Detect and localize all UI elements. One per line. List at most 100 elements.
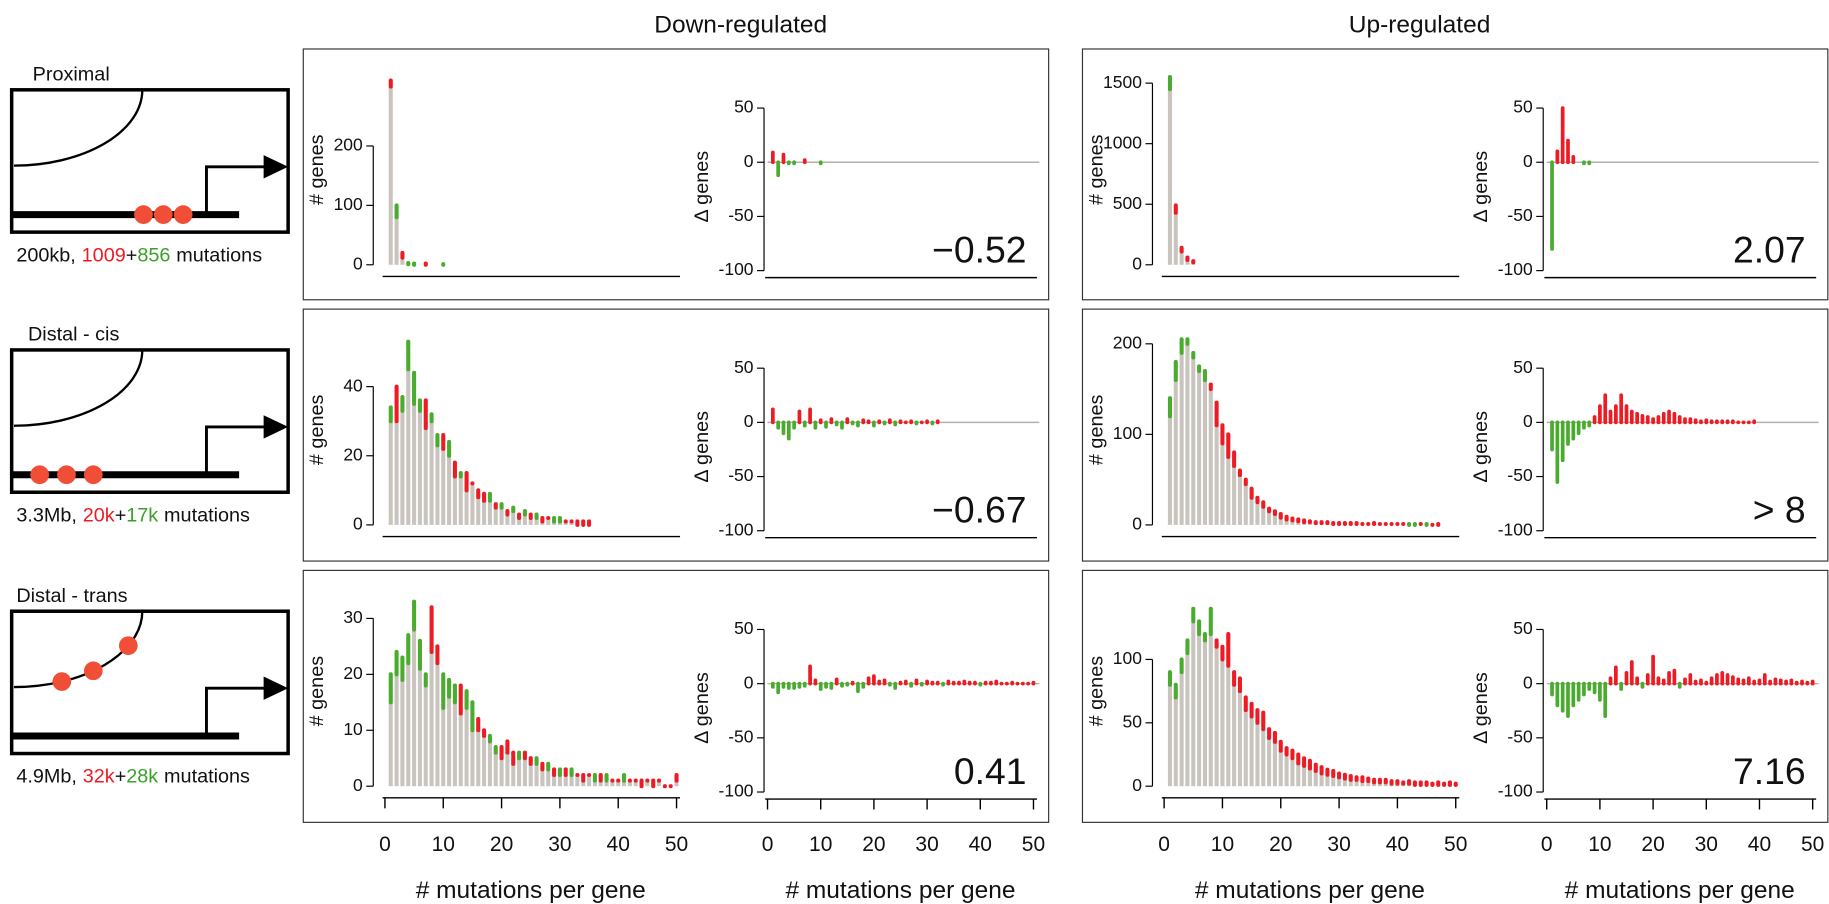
x-axis-label: # mutations per gene bbox=[1565, 877, 1795, 904]
y-tick-label: -50 bbox=[728, 205, 754, 225]
y-axis-label: Δ genes bbox=[691, 151, 713, 223]
bar-base bbox=[540, 769, 545, 787]
y-tick-label: 500 bbox=[1113, 193, 1142, 213]
bar-base bbox=[575, 775, 580, 787]
bar-base bbox=[1191, 357, 1196, 525]
bar-base bbox=[657, 780, 662, 787]
bar-base bbox=[1197, 634, 1202, 787]
caption-part: 28k bbox=[126, 766, 158, 788]
y-axis-label: # genes bbox=[1085, 656, 1107, 727]
y-tick-label: -50 bbox=[1507, 726, 1533, 746]
y-tick-label: 20 bbox=[343, 663, 363, 683]
bar-base bbox=[587, 775, 592, 787]
bar-base bbox=[476, 497, 481, 525]
y-tick-label: 0 bbox=[353, 775, 363, 795]
bar-base bbox=[1331, 776, 1336, 787]
bar-base bbox=[417, 668, 422, 787]
bar-base bbox=[452, 476, 457, 525]
mutation bbox=[118, 636, 138, 655]
bar-base bbox=[394, 421, 399, 525]
tss-arrowhead bbox=[263, 676, 289, 700]
x-tick-label: 10 bbox=[809, 833, 832, 856]
x-tick-label: 20 bbox=[862, 833, 885, 856]
x-tick-label: 0 bbox=[762, 833, 774, 856]
x-tick-label: 10 bbox=[432, 833, 455, 856]
bar-base bbox=[546, 517, 551, 525]
caption-part: + bbox=[115, 504, 127, 526]
caption-part: mutations bbox=[164, 504, 250, 526]
schematic-frame bbox=[9, 348, 290, 494]
bar-base bbox=[1226, 456, 1231, 525]
mutation bbox=[30, 465, 49, 485]
bar-base bbox=[441, 707, 446, 787]
bar-base bbox=[394, 674, 399, 787]
bar-base bbox=[1319, 773, 1324, 787]
bar-base bbox=[1366, 781, 1371, 787]
bar-base bbox=[400, 410, 405, 525]
bar-base bbox=[452, 702, 457, 787]
mutation bbox=[52, 672, 72, 691]
y-tick-label: 0 bbox=[744, 151, 754, 171]
bar-base bbox=[1185, 259, 1190, 265]
bar-base bbox=[423, 428, 428, 525]
caption-part: mutations bbox=[164, 766, 250, 788]
mutation bbox=[134, 205, 153, 224]
mutation bbox=[83, 661, 103, 681]
y-tick-label: 0 bbox=[1132, 514, 1142, 534]
x-axis-label: # mutations per gene bbox=[416, 877, 646, 904]
x-tick-label: 30 bbox=[548, 833, 571, 856]
tss-arrowhead bbox=[263, 415, 289, 439]
x-tick-label: 20 bbox=[490, 833, 513, 856]
y-axis-label: Δ genes bbox=[691, 411, 713, 483]
bar-base bbox=[569, 775, 574, 787]
mutation bbox=[173, 205, 193, 224]
bar-base bbox=[1290, 758, 1295, 787]
bar-base bbox=[1167, 684, 1172, 787]
bar-base bbox=[1249, 716, 1254, 787]
bar-base bbox=[400, 257, 405, 265]
bar-base bbox=[394, 217, 399, 265]
y-tick-label: -100 bbox=[719, 259, 754, 279]
bar-base bbox=[505, 514, 510, 525]
bar-base bbox=[511, 511, 516, 525]
y-tick-label: 50 bbox=[1513, 97, 1533, 117]
caption-part: 856 bbox=[137, 244, 170, 266]
row-caption: 4.9Mb, 32k+28k mutations bbox=[16, 766, 250, 788]
bar-base bbox=[417, 410, 422, 525]
bar-base bbox=[1191, 621, 1196, 787]
bar-base bbox=[1243, 484, 1248, 525]
x-tick-label: 0 bbox=[1158, 833, 1170, 856]
bar-base bbox=[674, 780, 679, 787]
bar-base bbox=[388, 421, 393, 525]
bar-base bbox=[1173, 380, 1178, 525]
bar-base bbox=[511, 763, 516, 787]
bar-base bbox=[1267, 738, 1272, 787]
y-tick-label: 100 bbox=[1113, 423, 1142, 443]
y-tick-label: 100 bbox=[1113, 648, 1142, 668]
bar-base bbox=[598, 780, 603, 787]
bar-base bbox=[610, 780, 615, 787]
y-tick-label: 50 bbox=[1513, 618, 1533, 638]
chromatin-loop bbox=[13, 611, 144, 689]
x-tick-label: 50 bbox=[1801, 833, 1824, 856]
x-tick-label: 30 bbox=[915, 833, 938, 856]
bar-base bbox=[552, 775, 557, 787]
bar-base bbox=[1226, 665, 1231, 787]
bar-base bbox=[1220, 659, 1225, 787]
bar-base bbox=[1202, 640, 1207, 787]
y-tick-label: 0 bbox=[353, 514, 363, 534]
bar-base bbox=[406, 369, 411, 525]
y-tick-label: -100 bbox=[719, 519, 754, 539]
bar-base bbox=[1337, 777, 1342, 787]
bar-base bbox=[1354, 779, 1359, 787]
bar-base bbox=[522, 758, 527, 787]
bar-base bbox=[1261, 506, 1266, 525]
row-caption: 200kb, 1009+856 mutations bbox=[16, 244, 262, 266]
bar-base bbox=[1185, 343, 1190, 525]
panel-frame bbox=[302, 308, 1050, 562]
bar-base bbox=[1290, 520, 1295, 525]
x-axis-label: # mutations per gene bbox=[785, 877, 1015, 904]
bar-base bbox=[493, 752, 498, 787]
x-tick-label: 20 bbox=[1269, 833, 1292, 856]
